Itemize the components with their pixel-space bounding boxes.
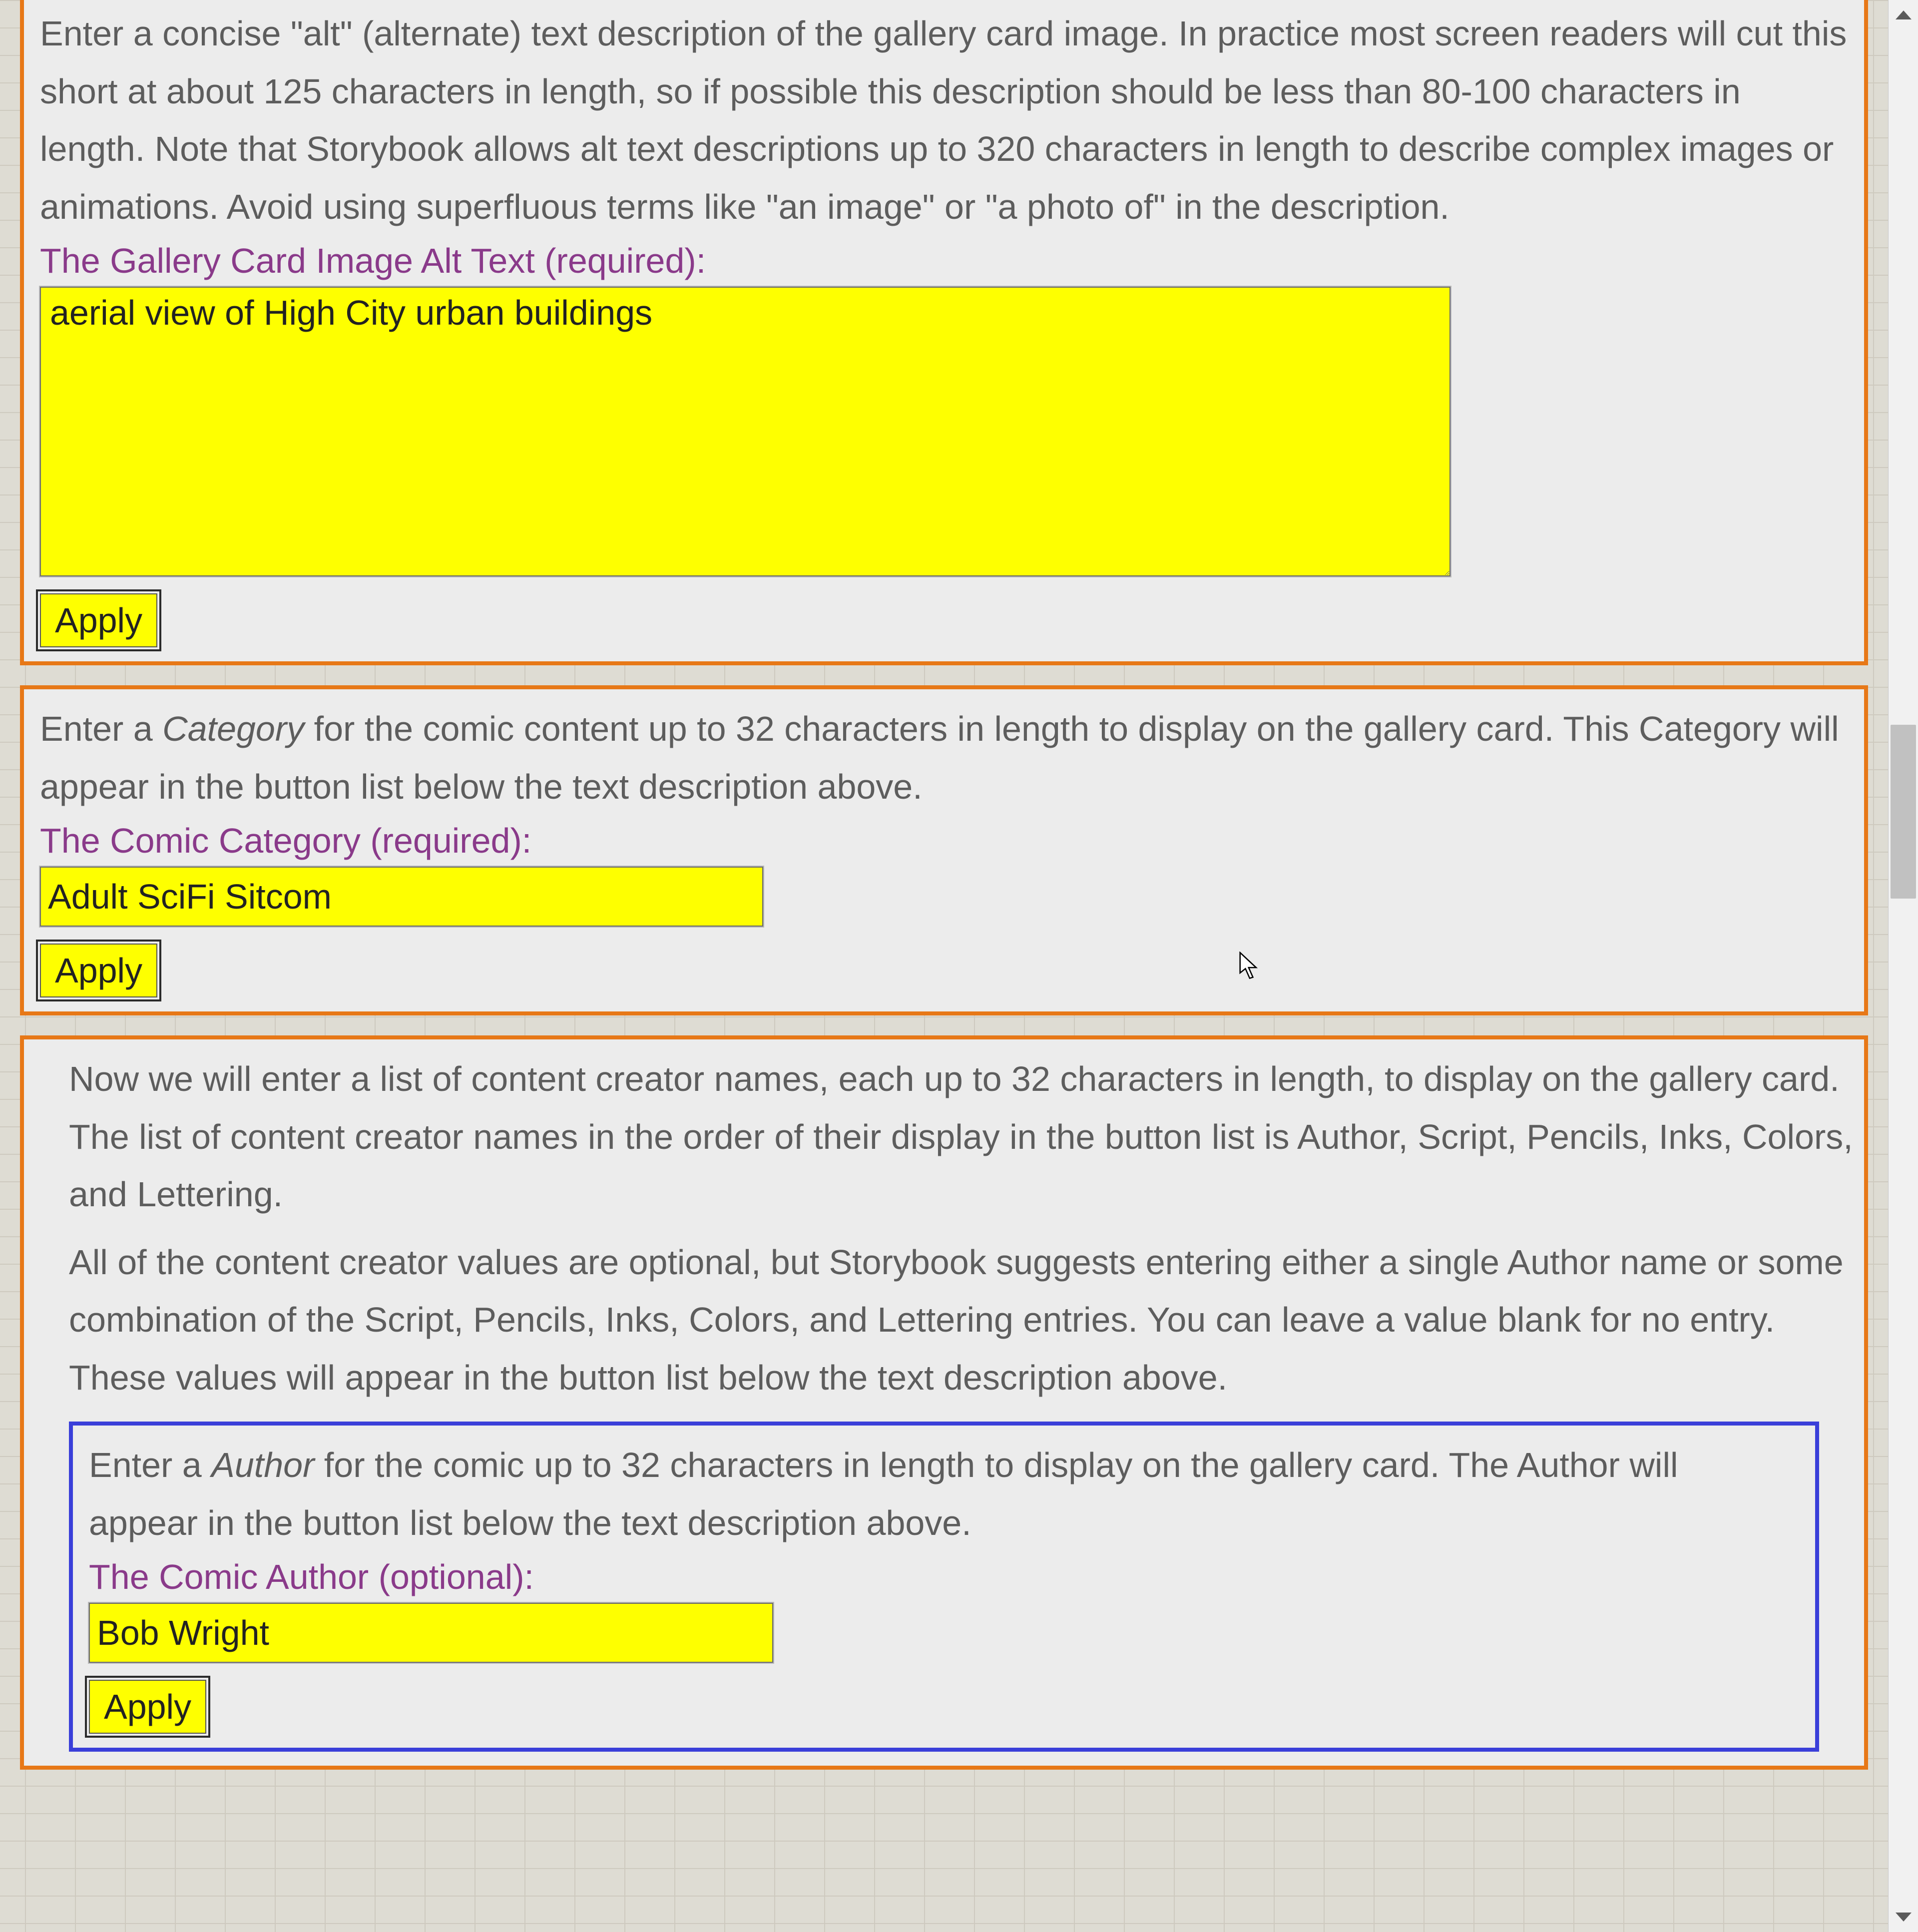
- category-input[interactable]: [40, 867, 763, 927]
- author-help-ital: Author: [211, 1446, 314, 1484]
- scroll-down-button[interactable]: [1889, 1902, 1918, 1932]
- alt-text-apply-button[interactable]: Apply: [40, 593, 157, 647]
- author-label: The Comic Author (optional):: [89, 1557, 1799, 1597]
- author-input[interactable]: [89, 1603, 773, 1663]
- chevron-up-icon: [1896, 10, 1912, 19]
- alt-text-input[interactable]: aerial view of High City urban buildings: [40, 287, 1450, 576]
- page-viewport: Enter a concise "alt" (alternate) text d…: [0, 0, 1918, 1932]
- author-apply-button[interactable]: Apply: [89, 1680, 206, 1734]
- vertical-scrollbar[interactable]: [1888, 0, 1918, 1932]
- scroll-up-button[interactable]: [1889, 0, 1918, 30]
- category-apply-button[interactable]: Apply: [40, 944, 157, 997]
- category-help-ital: Category: [162, 709, 304, 748]
- form-scroll-area: Enter a concise "alt" (alternate) text d…: [0, 0, 1888, 1932]
- creators-help-1: Now we will enter a list of content crea…: [69, 1050, 1854, 1224]
- author-help-pre: Enter a: [89, 1446, 211, 1484]
- alt-text-panel: Enter a concise "alt" (alternate) text d…: [20, 0, 1868, 665]
- category-panel: Enter a Category for the comic content u…: [20, 685, 1868, 1015]
- author-subpanel: Enter a Author for the comic up to 32 ch…: [69, 1422, 1819, 1752]
- creators-help-2: All of the content creator values are op…: [69, 1234, 1854, 1407]
- category-help-pre: Enter a: [40, 709, 162, 748]
- author-help-post: for the comic up to 32 characters in len…: [89, 1446, 1678, 1542]
- creators-panel: Now we will enter a list of content crea…: [20, 1035, 1868, 1770]
- category-help: Enter a Category for the comic content u…: [40, 700, 1848, 816]
- category-help-post: for the comic content up to 32 character…: [40, 709, 1839, 806]
- chevron-down-icon: [1896, 1913, 1912, 1922]
- alt-text-help: Enter a concise "alt" (alternate) text d…: [40, 5, 1848, 236]
- alt-text-label: The Gallery Card Image Alt Text (require…: [40, 241, 1848, 281]
- scrollbar-thumb[interactable]: [1891, 725, 1916, 899]
- category-label: The Comic Category (required):: [40, 821, 1848, 861]
- author-help: Enter a Author for the comic up to 32 ch…: [89, 1437, 1789, 1552]
